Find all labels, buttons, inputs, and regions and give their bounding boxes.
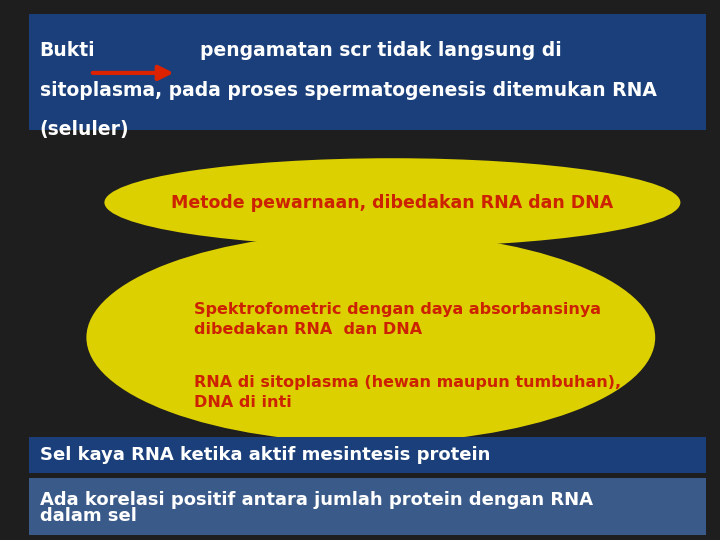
FancyBboxPatch shape: [29, 437, 706, 472]
Text: dalam sel: dalam sel: [40, 507, 137, 525]
Ellipse shape: [86, 232, 655, 443]
FancyBboxPatch shape: [29, 478, 706, 535]
Text: Bukti: Bukti: [40, 40, 95, 59]
Text: Ada korelasi positif antara jumlah protein dengan RNA: Ada korelasi positif antara jumlah prote…: [40, 491, 593, 509]
Text: RNA di sitoplasma (hewan maupun tumbuhan),
DNA di inti: RNA di sitoplasma (hewan maupun tumbuhan…: [194, 375, 621, 410]
Text: Metode pewarnaan, dibedakan RNA dan DNA: Metode pewarnaan, dibedakan RNA dan DNA: [171, 193, 613, 212]
Text: Spektrofometric dengan daya absorbansinya
dibedakan RNA  dan DNA: Spektrofometric dengan daya absorbansiny…: [194, 302, 601, 337]
Text: sitoplasma, pada proses spermatogenesis ditemukan RNA: sitoplasma, pada proses spermatogenesis …: [40, 81, 657, 100]
FancyBboxPatch shape: [29, 14, 706, 130]
Text: Sel kaya RNA ketika aktif mesintesis protein: Sel kaya RNA ketika aktif mesintesis pro…: [40, 446, 490, 464]
Text: (seluler): (seluler): [40, 120, 129, 139]
Text: pengamatan scr tidak langsung di: pengamatan scr tidak langsung di: [187, 40, 562, 59]
Ellipse shape: [104, 158, 680, 247]
